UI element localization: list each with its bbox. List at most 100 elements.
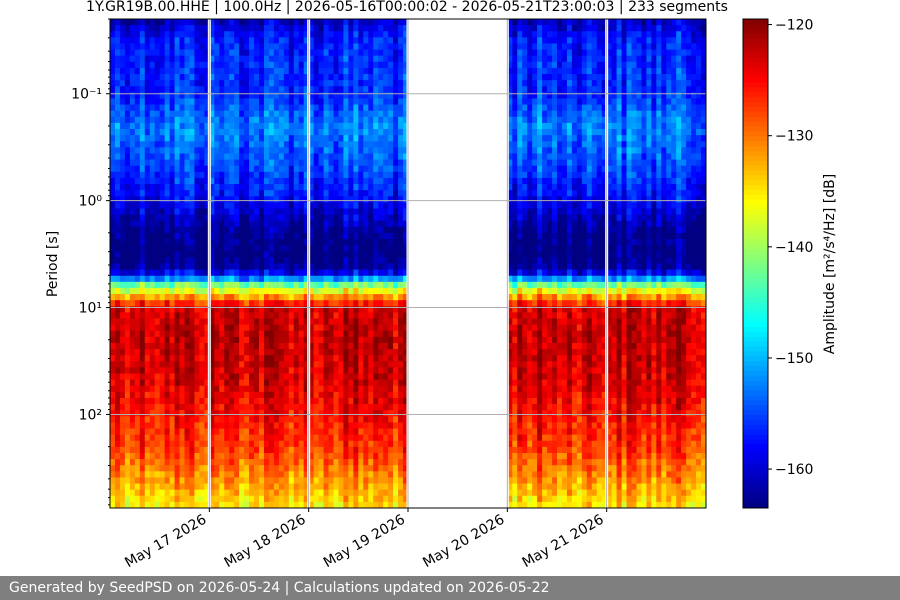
heatmap-cell [288, 153, 295, 160]
heatmap-cell [174, 281, 180, 289]
heatmap-cell [358, 80, 364, 87]
heatmap-cell [398, 147, 404, 154]
heatmap-cell [159, 147, 166, 154]
heatmap-cell [219, 61, 225, 69]
heatmap-cell [214, 177, 220, 185]
heatmap-cell [229, 104, 235, 112]
heatmap-cell [298, 55, 305, 63]
heatmap-cell [318, 104, 324, 112]
heatmap-cell [214, 391, 220, 399]
heatmap-cell [199, 31, 205, 38]
heatmap-cell [353, 171, 359, 179]
heatmap-cell [234, 74, 240, 81]
heatmap-cell [149, 312, 156, 319]
heatmap-cell [134, 98, 141, 105]
heatmap-cell [383, 275, 389, 283]
heatmap-cell [298, 147, 305, 154]
heatmap-cell [378, 367, 384, 374]
heatmap-cell [214, 80, 220, 87]
heatmap-cell [303, 355, 310, 362]
heatmap-cell [139, 55, 146, 63]
heatmap-cell [214, 294, 220, 301]
heatmap-cell [512, 55, 518, 63]
heatmap-cell [244, 239, 250, 246]
heatmap-cell [283, 55, 290, 63]
heatmap-cell [229, 355, 235, 362]
heatmap-cell [154, 422, 161, 429]
heatmap-cell [363, 318, 369, 326]
heatmap-cell [254, 147, 260, 154]
heatmap-cell [363, 471, 369, 478]
heatmap-cell [154, 416, 161, 423]
heatmap-cell [134, 190, 141, 197]
heatmap-cell [398, 86, 404, 93]
heatmap-cell [507, 159, 513, 167]
heatmap-cell [199, 37, 205, 44]
heatmap-cell [234, 49, 240, 57]
heatmap-cell [283, 245, 290, 252]
heatmap-cell [204, 153, 210, 160]
heatmap-cell [338, 471, 344, 478]
heatmap-cell [169, 104, 175, 112]
heatmap-cell [343, 269, 349, 277]
heatmap-cell [313, 452, 319, 460]
heatmap-cell [239, 122, 245, 130]
heatmap-cell [318, 37, 324, 44]
heatmap-cell [363, 98, 369, 105]
heatmap-cell [144, 31, 151, 38]
heatmap-cell [298, 446, 305, 454]
heatmap-cell [110, 355, 116, 362]
heatmap-cell [283, 31, 290, 38]
heatmap-cell [507, 110, 513, 118]
heatmap-cell [388, 379, 394, 387]
heatmap-cell [249, 214, 255, 222]
heatmap-cell [507, 367, 513, 374]
heatmap-cell [368, 422, 374, 429]
heatmap-cell [363, 147, 369, 154]
heatmap-cell [293, 489, 300, 497]
heatmap-cell [224, 153, 230, 160]
heatmap-cell [507, 147, 513, 154]
heatmap-cell [313, 177, 319, 185]
heatmap-cell [164, 220, 170, 228]
heatmap-cell [263, 43, 270, 50]
heatmap-cell [343, 61, 349, 69]
heatmap-cell [234, 171, 240, 179]
heatmap-cell [278, 86, 285, 93]
heatmap-cell [273, 165, 280, 173]
heatmap-cell [149, 501, 156, 509]
heatmap-cell [144, 55, 151, 63]
heatmap-cell [288, 226, 295, 234]
heatmap-cell [263, 159, 270, 167]
heatmap-cell [259, 263, 265, 271]
heatmap-cell [353, 214, 359, 222]
heatmap-cell [224, 324, 230, 332]
heatmap-cell [189, 404, 195, 411]
heatmap-cell [189, 25, 195, 32]
heatmap-cell [224, 483, 230, 491]
heatmap-cell [204, 269, 210, 277]
heatmap-cell [283, 80, 290, 87]
heatmap-cell [239, 385, 245, 393]
heatmap-cell [512, 220, 518, 228]
heatmap-cell [343, 220, 349, 228]
heatmap-cell [204, 67, 210, 75]
heatmap-cell [313, 397, 319, 405]
heatmap-cell [383, 165, 389, 173]
heatmap-cell [268, 104, 275, 112]
heatmap-cell [110, 214, 116, 222]
heatmap-cell [383, 385, 389, 393]
heatmap-cell [164, 489, 170, 497]
heatmap-cell [194, 281, 200, 289]
heatmap-cell [278, 239, 285, 246]
heatmap-cell [278, 379, 285, 387]
heatmap-cell [378, 471, 384, 478]
heatmap-cell [313, 141, 319, 148]
heatmap-cell [214, 397, 220, 405]
heatmap-cell [512, 245, 518, 252]
heatmap-cell [358, 171, 364, 179]
heatmap-cell [318, 471, 324, 478]
heatmap-cell [333, 349, 339, 356]
heatmap-cell [259, 300, 265, 307]
heatmap-cell [169, 43, 175, 50]
